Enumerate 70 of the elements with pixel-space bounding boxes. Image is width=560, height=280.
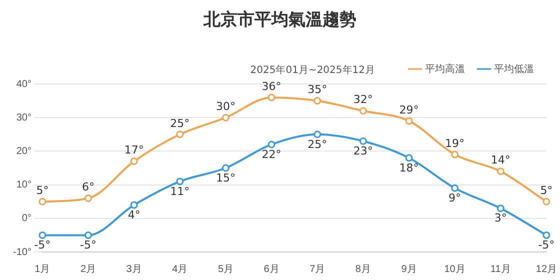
x-tick-label: 3月 bbox=[126, 264, 142, 275]
data-label: 17° bbox=[124, 144, 144, 157]
legend-label: 平均低溫 bbox=[494, 62, 534, 75]
point bbox=[496, 204, 504, 212]
point bbox=[84, 194, 92, 202]
point bbox=[222, 164, 230, 172]
point bbox=[176, 178, 184, 186]
data-label: 36° bbox=[262, 80, 282, 93]
y-tick-label: 40° bbox=[16, 78, 32, 90]
x-tick-label: 1月 bbox=[34, 264, 50, 275]
y-tick-label: 20° bbox=[16, 146, 32, 157]
point bbox=[359, 107, 367, 115]
data-label: 30° bbox=[216, 100, 236, 113]
data-label: -5° bbox=[34, 238, 51, 252]
point bbox=[451, 184, 459, 192]
point bbox=[222, 114, 230, 122]
point bbox=[542, 231, 550, 239]
point bbox=[268, 94, 276, 102]
x-tick-label: 7月 bbox=[310, 264, 326, 275]
point bbox=[542, 198, 550, 206]
point bbox=[130, 158, 138, 166]
point bbox=[84, 231, 92, 239]
data-label: 32° bbox=[353, 93, 373, 106]
x-tick-label: 4月 bbox=[172, 264, 188, 275]
data-label: 35° bbox=[308, 83, 328, 96]
data-label: 15° bbox=[216, 171, 236, 184]
chart-title: 北京市平均氣溫趨勢 bbox=[202, 9, 358, 31]
y-tick-label: 0° bbox=[22, 213, 32, 224]
x-tick-label: 6月 bbox=[264, 264, 280, 275]
x-tick-label: 10月 bbox=[444, 264, 466, 275]
y-tick-label: -10° bbox=[13, 246, 32, 258]
data-label: 14° bbox=[490, 154, 510, 167]
data-label: 18° bbox=[399, 161, 419, 174]
data-label: 5° bbox=[540, 184, 553, 197]
point bbox=[496, 168, 504, 176]
point bbox=[38, 231, 46, 239]
data-label: 29° bbox=[399, 103, 419, 116]
data-label: -5° bbox=[538, 238, 555, 252]
x-tick-label: 12月 bbox=[536, 264, 557, 275]
data-label: 25° bbox=[308, 138, 328, 151]
data-label: 25° bbox=[170, 116, 190, 130]
point bbox=[38, 198, 46, 206]
data-label: 3° bbox=[494, 212, 507, 225]
point bbox=[268, 140, 276, 148]
x-tick-label: 5月 bbox=[218, 264, 234, 275]
point bbox=[405, 154, 413, 162]
point bbox=[130, 201, 138, 209]
x-tick-label: 2月 bbox=[80, 264, 96, 275]
legend-label: 平均高溫 bbox=[425, 62, 465, 75]
data-label: 23° bbox=[353, 144, 373, 158]
data-label: -5° bbox=[80, 238, 97, 252]
x-tick-label: 9月 bbox=[401, 264, 417, 275]
point bbox=[451, 150, 459, 158]
point bbox=[314, 130, 322, 138]
data-label: 9° bbox=[448, 192, 462, 205]
data-label: 22° bbox=[262, 148, 282, 161]
x-tick-label: 11月 bbox=[490, 264, 511, 275]
data-label: 4° bbox=[128, 208, 140, 222]
point bbox=[405, 117, 413, 125]
data-label: 11° bbox=[170, 184, 190, 198]
point bbox=[359, 137, 367, 145]
chart-subtitle: 2025年01月~2025年12月 bbox=[250, 64, 375, 77]
x-tick-label: 8月 bbox=[355, 264, 371, 275]
y-tick-label: 10° bbox=[16, 180, 32, 191]
point bbox=[176, 130, 184, 138]
data-label: 19° bbox=[445, 136, 465, 150]
y-tick-label: 30° bbox=[16, 112, 32, 124]
data-label: 5° bbox=[36, 184, 49, 197]
data-label: 6° bbox=[82, 180, 95, 194]
point bbox=[314, 97, 322, 105]
